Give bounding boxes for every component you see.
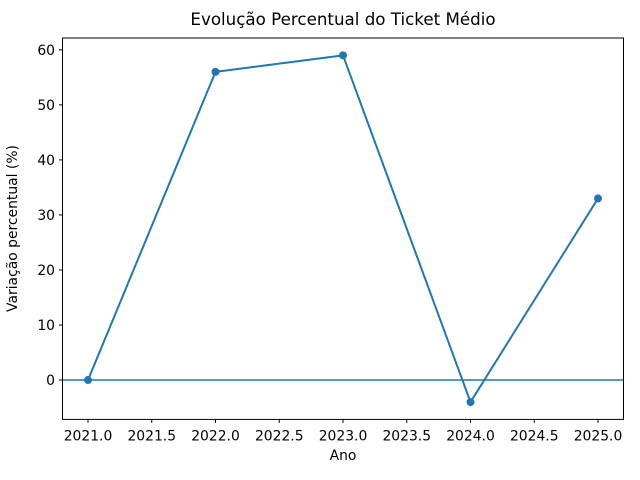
plot-border (62, 37, 624, 420)
x-tick-label: 2025.0 (574, 429, 623, 445)
y-tick-label: 40 (37, 153, 55, 169)
data-point-marker (84, 376, 92, 385)
x-tick-label: 2024.0 (446, 429, 495, 445)
y-tick-label: 0 (46, 373, 55, 389)
series-line (87, 54, 599, 404)
x-tick-label: 2023.0 (319, 429, 368, 445)
y-tick-label: 50 (37, 98, 55, 114)
x-axis-label: Ano (330, 448, 357, 464)
x-tick-label: 2021.0 (64, 429, 113, 445)
y-tick-label: 20 (37, 263, 55, 279)
x-tick-label: 2021.5 (127, 429, 176, 445)
chart-title: Evolução Percentual do Ticket Médio (190, 9, 495, 29)
y-tick-label: 10 (37, 318, 55, 334)
y-axis-label: Variação percentual (%) (5, 145, 21, 312)
x-tick-label: 2023.5 (382, 429, 431, 445)
y-tick-label: 30 (37, 208, 55, 224)
x-tick-label: 2022.5 (255, 429, 304, 445)
x-tick-label: 2024.5 (510, 429, 559, 445)
data-point-marker (339, 51, 347, 60)
plot-content: 2021.0 2021.5 2022.0 2022.5 2023.0 2023.5 2024… (37, 37, 624, 445)
x-tick-label: 2022.0 (191, 429, 240, 445)
data-point-marker (594, 194, 602, 203)
data-point-marker (211, 67, 220, 76)
y-tick-label: 60 (37, 43, 55, 59)
data-point-marker (466, 398, 475, 407)
